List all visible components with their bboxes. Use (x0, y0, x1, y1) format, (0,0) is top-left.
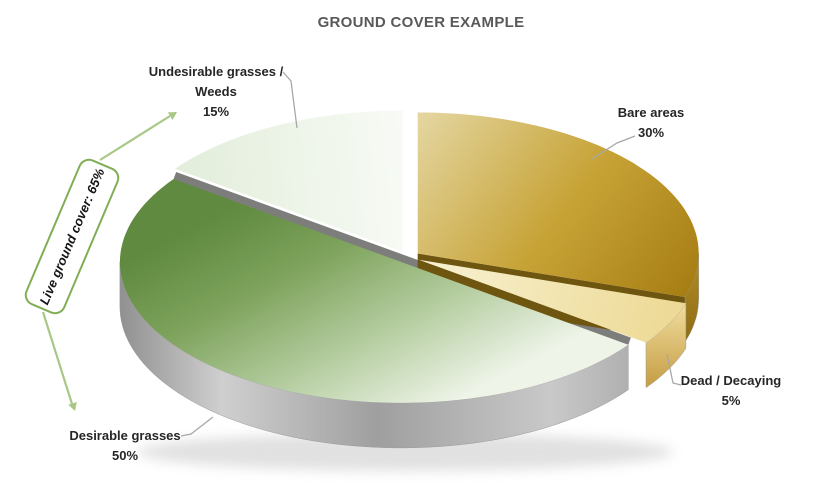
label-undesirable: Undesirable grasses / Weeds 15% (106, 62, 326, 122)
slice-desirable-top (119, 179, 629, 403)
label-dead-pct: 5% (721, 393, 741, 408)
label-undesirable-pct: 15% (202, 104, 230, 119)
callout-arrow-up-head (167, 112, 177, 120)
pie-shadow (137, 433, 673, 471)
label-bare-pct: 30% (637, 125, 665, 140)
label-bare-name: Bare areas (617, 105, 685, 120)
callout-arrow-down (41, 311, 74, 405)
label-desirable: Desirable grasses 50% (25, 426, 225, 466)
slice-undesirable-top (175, 110, 403, 252)
leader-line-dead (666, 353, 682, 386)
leader-line-bare (591, 135, 636, 160)
label-bare: Bare areas 30% (551, 103, 751, 143)
callout-arrow-up (99, 115, 171, 161)
slice-dead-top (418, 259, 686, 343)
label-dead-name: Dead / Decaying (680, 373, 782, 388)
leader-line-undesirable (282, 71, 298, 129)
leader-line-desirable (180, 416, 214, 437)
callout-arrow-down-head (68, 402, 77, 411)
label-undesirable-line1: Undesirable grasses / (148, 64, 284, 79)
label-desirable-pct: 50% (111, 448, 139, 463)
slice-bare-top (417, 112, 699, 297)
label-dead: Dead / Decaying 5% (646, 371, 814, 411)
label-desirable-name: Desirable grasses (69, 428, 181, 443)
chart-title: GROUND COVER EXAMPLE (317, 14, 525, 31)
label-undesirable-line2: Weeds (195, 84, 237, 99)
